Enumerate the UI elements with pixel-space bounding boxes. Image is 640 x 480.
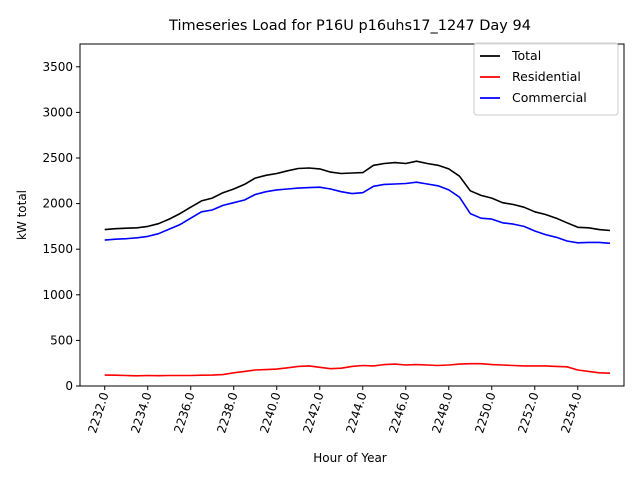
y-tick-label: 500 — [50, 333, 73, 347]
series-line-total — [104, 160, 611, 232]
legend-label-total: Total — [511, 48, 541, 63]
plot-frame-border — [79, 43, 625, 387]
y-axis: 0 500 1000 1500 2000 2500 3000 3500 — [42, 60, 80, 393]
y-tick-label: 2500 — [42, 151, 73, 165]
y-tick-label: 1500 — [42, 242, 73, 256]
legend: Total Residential Commercial — [473, 42, 619, 116]
legend-label-residential: Residential — [512, 69, 581, 84]
y-tick-label: 2000 — [42, 197, 73, 211]
y-tick-label: 1000 — [42, 288, 73, 302]
series-line-commercial — [104, 181, 611, 245]
y-tick-label: 3500 — [42, 60, 73, 74]
x-axis-label: Hour of Year — [313, 451, 387, 465]
y-tick-label: 3000 — [42, 105, 73, 119]
series-layer — [104, 160, 611, 377]
series-line-residential — [104, 362, 611, 377]
legend-label-commercial: Commercial — [512, 90, 587, 105]
y-tick-label: 0 — [65, 379, 73, 393]
legend-box — [473, 42, 619, 116]
chart-title: Timeseries Load for P16U p16uhs17_1247 D… — [168, 18, 531, 34]
y-axis-label: kW total — [15, 190, 29, 240]
